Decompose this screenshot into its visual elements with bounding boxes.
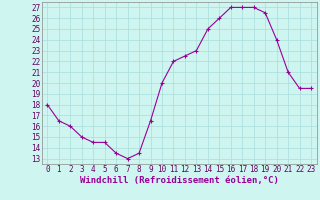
X-axis label: Windchill (Refroidissement éolien,°C): Windchill (Refroidissement éolien,°C): [80, 176, 279, 185]
